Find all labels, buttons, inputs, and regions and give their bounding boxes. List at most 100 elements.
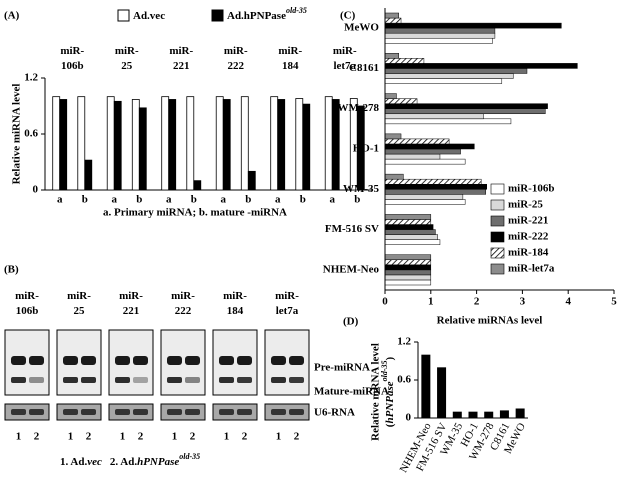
blot-strip: [212, 403, 258, 421]
bar: [384, 173, 404, 180]
y-axis-label: (hPNPaseold-35): [380, 356, 395, 427]
bar: [113, 100, 122, 191]
label-line: 222: [175, 305, 192, 317]
pre-band: [11, 356, 26, 365]
blot-strip: [4, 403, 50, 421]
y-tick-label: 1.2: [397, 336, 411, 348]
bar: [384, 78, 503, 84]
bar: [384, 53, 399, 59]
blot-group-label: miR-let7a: [275, 290, 299, 317]
bar: [384, 229, 436, 235]
bar: [138, 107, 147, 191]
mature-band: [185, 377, 200, 383]
sub-label: b: [82, 194, 88, 206]
lane-label: 2: [190, 431, 196, 443]
blot-caption-part: hPNPase: [137, 456, 179, 468]
panel-label: (A): [4, 10, 20, 22]
pre-band: [289, 356, 304, 365]
x-tick-label: 2: [474, 296, 480, 308]
bar: [131, 99, 140, 191]
bar: [384, 214, 432, 220]
bar: [384, 22, 562, 29]
u6-band: [219, 409, 234, 415]
label-line: miR-: [224, 45, 248, 57]
bar: [186, 96, 195, 191]
pre-band: [271, 356, 286, 365]
lane-label: 2: [138, 431, 144, 443]
bar: [384, 199, 466, 205]
label-line: miR-: [119, 290, 143, 302]
bar: [384, 239, 441, 245]
x-tick-label: 1: [428, 296, 434, 308]
mature-band: [81, 377, 96, 383]
pre-band: [63, 356, 78, 365]
sub-label: a: [111, 194, 117, 206]
category-label: FM-516 SV: [325, 223, 379, 235]
category-label: C8161: [349, 62, 379, 74]
blot-strip: [160, 403, 206, 421]
bar: [499, 410, 509, 418]
blot-group-label: miR- 184: [223, 290, 247, 317]
label-line: 221: [173, 60, 190, 72]
label-line: miR-: [115, 45, 139, 57]
mature-band: [133, 377, 148, 383]
bar: [240, 96, 249, 191]
label-line: let7a: [333, 60, 356, 72]
legend-swatch: [490, 199, 505, 211]
bar: [384, 189, 487, 195]
bar: [384, 143, 475, 150]
band-label: Pre-miRNA: [314, 362, 370, 374]
x-tick-label: 4: [565, 296, 571, 308]
bar: [384, 194, 464, 200]
bar: [384, 63, 578, 69]
blot-group-label: miR- 221: [119, 290, 143, 317]
legend-swatch: [117, 9, 130, 22]
y-axis-label-part: old-35: [380, 360, 389, 381]
lane-label: 1: [120, 431, 126, 443]
sub-label: a: [220, 194, 226, 206]
caption: a. Primary miRNA; b. mature -miRNA: [103, 207, 287, 219]
bar: [452, 411, 462, 418]
bar: [384, 12, 399, 19]
y-axis-label: Relative mRNA level: [370, 343, 382, 441]
legend-label: Ad.vec: [133, 10, 165, 22]
blot-caption-part: 1. Ad.: [60, 456, 87, 468]
sub-label: b: [136, 194, 142, 206]
lane-label: 1: [68, 431, 74, 443]
x-axis-label: Relative miRNAs level: [437, 315, 543, 327]
lane-label: 1: [16, 431, 22, 443]
legend-label-part: Ad.hPNPase: [227, 10, 286, 22]
mature-band: [11, 377, 26, 383]
blot-strip: [264, 403, 310, 421]
blot-group-label: miR- 25: [67, 290, 91, 317]
bar: [356, 105, 365, 191]
legend-label: miR-let7a: [508, 263, 555, 275]
legend-box: [487, 181, 615, 281]
mature-band: [29, 377, 44, 383]
bar: [384, 259, 432, 266]
bar: [384, 108, 546, 115]
category-label: miR- 222: [224, 45, 248, 72]
sub-label: a: [166, 194, 172, 206]
label-line: miR-: [278, 45, 302, 57]
category-label: WM-35: [343, 183, 380, 195]
band-label: U6-RNA: [314, 407, 355, 419]
pre-band: [81, 356, 96, 365]
sub-label: a: [57, 194, 63, 206]
category-label: NHEM-Neo: [323, 263, 380, 275]
bar: [384, 113, 484, 120]
bar: [384, 254, 432, 261]
bar: [384, 178, 482, 185]
pre-band: [29, 356, 44, 365]
bar: [384, 183, 505, 190]
legend-label: miR-106b: [508, 183, 554, 195]
pre-band: [185, 356, 200, 365]
label-line: 106b: [16, 305, 39, 317]
y-tick-label: 0: [33, 184, 39, 196]
label-line: miR-: [169, 45, 193, 57]
blot-group-label: miR- 106b: [15, 290, 39, 317]
u6-band: [81, 409, 96, 415]
y-tick-label: 0.6: [397, 374, 411, 386]
blot-group-label: miR- 222: [171, 290, 195, 317]
